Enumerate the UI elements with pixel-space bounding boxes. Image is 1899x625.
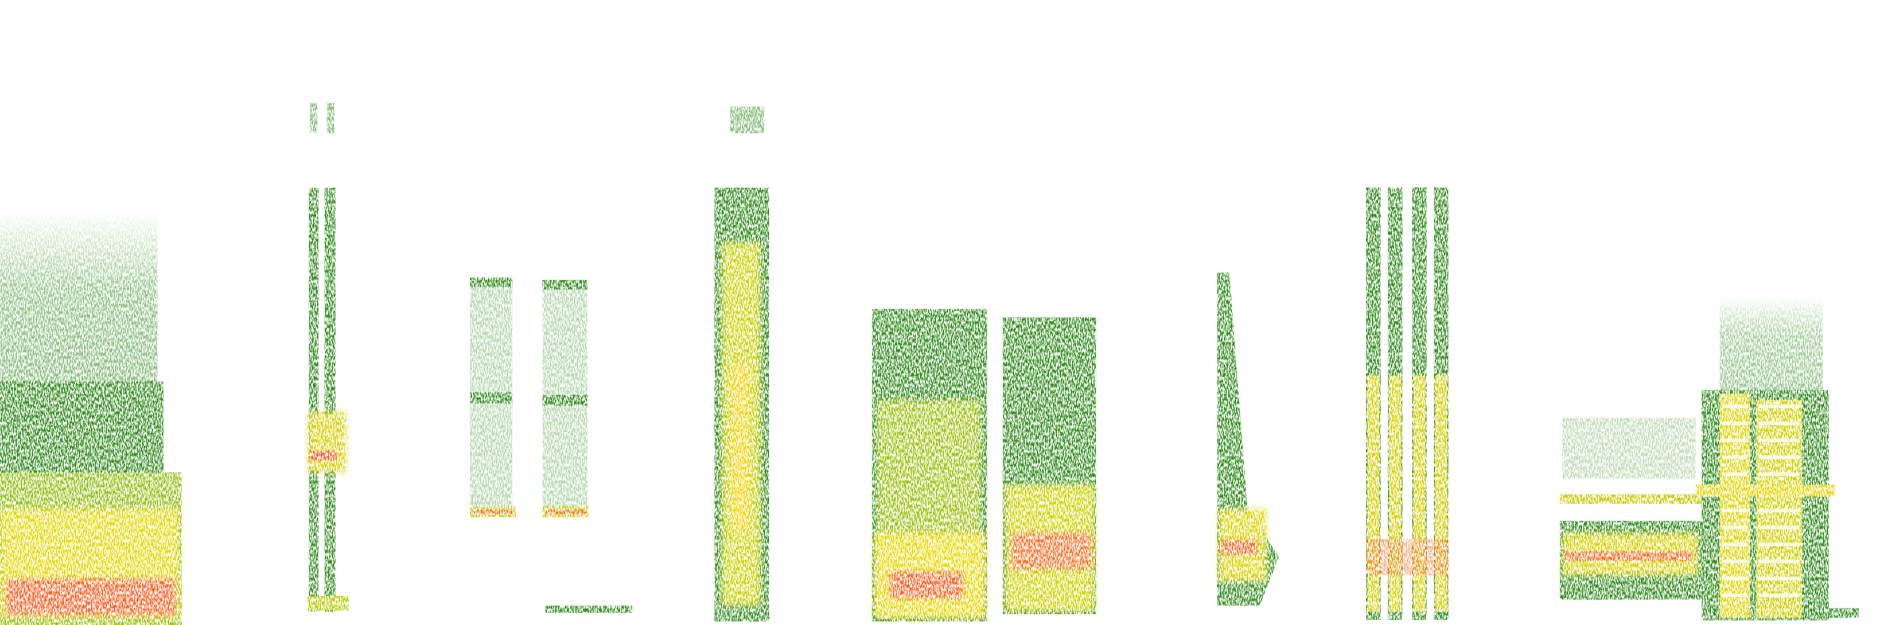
energy-layer [0,102,1860,625]
sound-block [1217,272,1279,606]
sound-block [0,211,182,625]
stripe-pattern [1722,404,1800,598]
sound-block [871,308,1097,622]
sound-block [1559,296,1860,621]
sound-block [307,102,349,612]
sound-block [469,277,633,613]
sound-block [714,106,770,622]
sound-block [1366,187,1449,621]
